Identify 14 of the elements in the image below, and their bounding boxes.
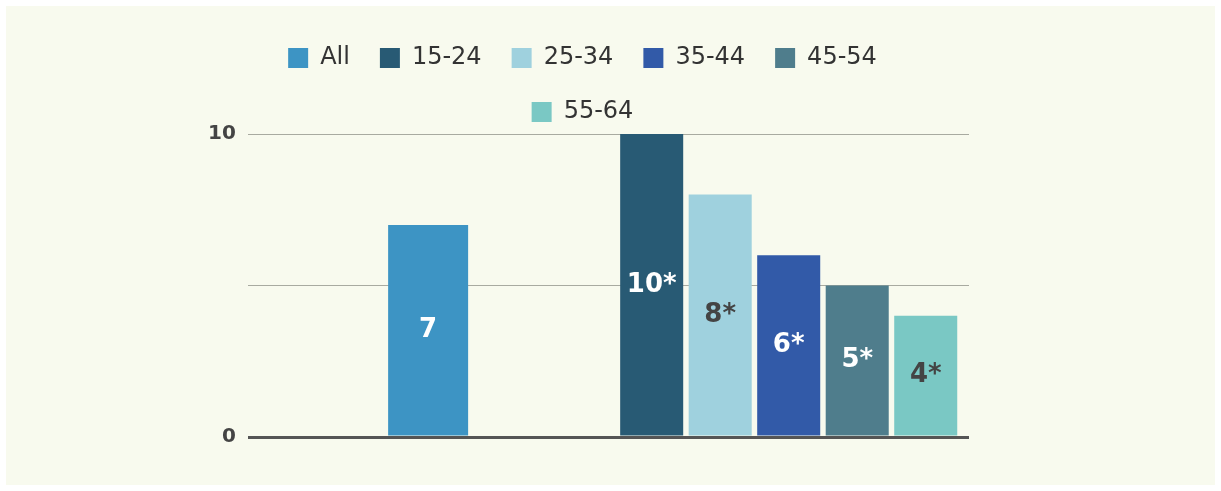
- legend-label: 25-34: [543, 42, 614, 71]
- data-label: 5*: [841, 343, 874, 374]
- data-label: 8*: [704, 297, 737, 328]
- legend-label: All: [320, 42, 350, 71]
- y-tick-label: 10: [207, 120, 236, 145]
- data-label: 6*: [772, 328, 805, 359]
- y-tick-label: 0: [221, 423, 236, 448]
- data-label: 4*: [909, 358, 942, 389]
- legend-label: 55-64: [563, 96, 634, 125]
- legend-label: 45-54: [807, 42, 877, 71]
- data-label: 7: [419, 312, 438, 343]
- data-label: 10*: [626, 267, 677, 298]
- legend-label: 35-44: [675, 42, 746, 71]
- legend-label: 15-24: [411, 42, 482, 71]
